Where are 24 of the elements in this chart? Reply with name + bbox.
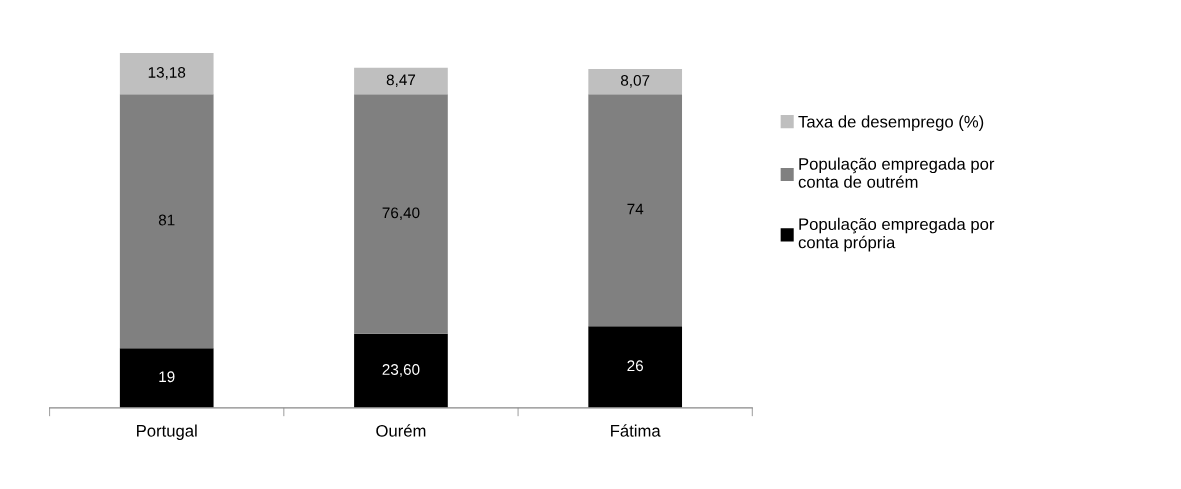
x-tick-label: Portugal: [137, 424, 197, 441]
data-label: 26: [627, 360, 644, 372]
bar: [588, 94, 683, 327]
legend-label: População empregada por conta de outrém: [798, 157, 995, 188]
bar: [119, 94, 214, 349]
data-label: 19: [159, 371, 175, 383]
bar: [588, 69, 683, 95]
data-label: 23,60: [382, 364, 420, 377]
bar: [588, 326, 683, 408]
data-label: 13,18: [148, 67, 186, 80]
x-tick-label: Ourém: [376, 424, 426, 437]
data-label: 76,40: [382, 207, 420, 221]
bar: [354, 67, 448, 95]
data-label: 8,07: [620, 75, 650, 88]
bar: [119, 348, 214, 408]
bar: [354, 94, 448, 334]
data-label: 81: [158, 214, 175, 226]
bar: [119, 53, 214, 95]
x-tick-label: Fátima: [611, 424, 661, 437]
legend-label: Taxa de desemprego (%): [798, 115, 984, 131]
data-label: 74: [627, 203, 644, 215]
bar: [354, 333, 448, 408]
data-label: 8,47: [386, 74, 416, 88]
legend-label: População empregada por conta própria: [798, 217, 995, 252]
